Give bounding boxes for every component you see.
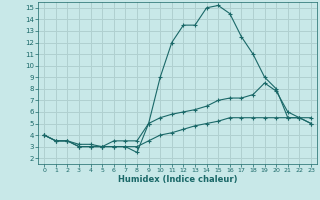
X-axis label: Humidex (Indice chaleur): Humidex (Indice chaleur) — [118, 175, 237, 184]
